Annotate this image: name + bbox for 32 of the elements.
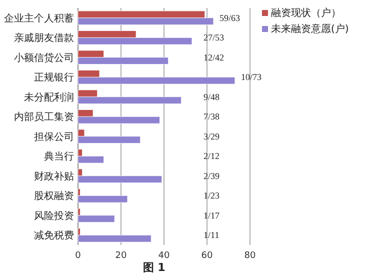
annotation: 9/48 bbox=[204, 92, 220, 102]
annotation: 27/53 bbox=[204, 32, 225, 43]
y-tick-label: 财政补贴 bbox=[34, 170, 74, 182]
annotation: 59/63 bbox=[219, 12, 240, 23]
legend-label: 未来融资意愿(户) bbox=[271, 23, 349, 35]
x-tick-label: 80 bbox=[244, 251, 256, 261]
x-tick-label: 20 bbox=[115, 251, 127, 261]
y-tick-label: 典当行 bbox=[44, 150, 74, 163]
caption: 图 1 bbox=[142, 261, 166, 274]
y-tick-label: 小额信贷公司 bbox=[14, 52, 74, 64]
x-tick-label: 60 bbox=[201, 251, 213, 261]
y-tick-label: 正规银行 bbox=[34, 72, 74, 84]
annotation: 3/29 bbox=[204, 131, 220, 142]
y-tick-label: 企业主个人积蓄 bbox=[4, 12, 74, 24]
legend-label: 融资现状（户） bbox=[271, 7, 341, 19]
y-tick-label: 内部员工集资 bbox=[14, 111, 74, 124]
x-tick-label: 0 bbox=[75, 251, 82, 261]
y-tick-label: 担保公司 bbox=[34, 130, 74, 143]
annotation: 10/73 bbox=[240, 72, 262, 82]
y-tick-label: 风险投资 bbox=[34, 210, 74, 222]
y-tick-label: 减免税费 bbox=[34, 230, 74, 242]
y-tick-label: 亲戚朋友借款 bbox=[14, 32, 74, 44]
y-tick-label: 股权融资 bbox=[34, 190, 74, 202]
x-tick-label: 40 bbox=[158, 251, 170, 261]
annotation: 1/23 bbox=[204, 190, 220, 201]
annotation: 1/11 bbox=[204, 230, 220, 240]
annotation: 12/42 bbox=[204, 52, 224, 62]
annotation: 1/17 bbox=[204, 210, 220, 220]
annotation: 2/12 bbox=[204, 151, 220, 162]
y-tick-label: 未分配利润 bbox=[24, 91, 74, 104]
annotation: 7/38 bbox=[204, 112, 220, 122]
annotation: 2/39 bbox=[204, 170, 220, 181]
